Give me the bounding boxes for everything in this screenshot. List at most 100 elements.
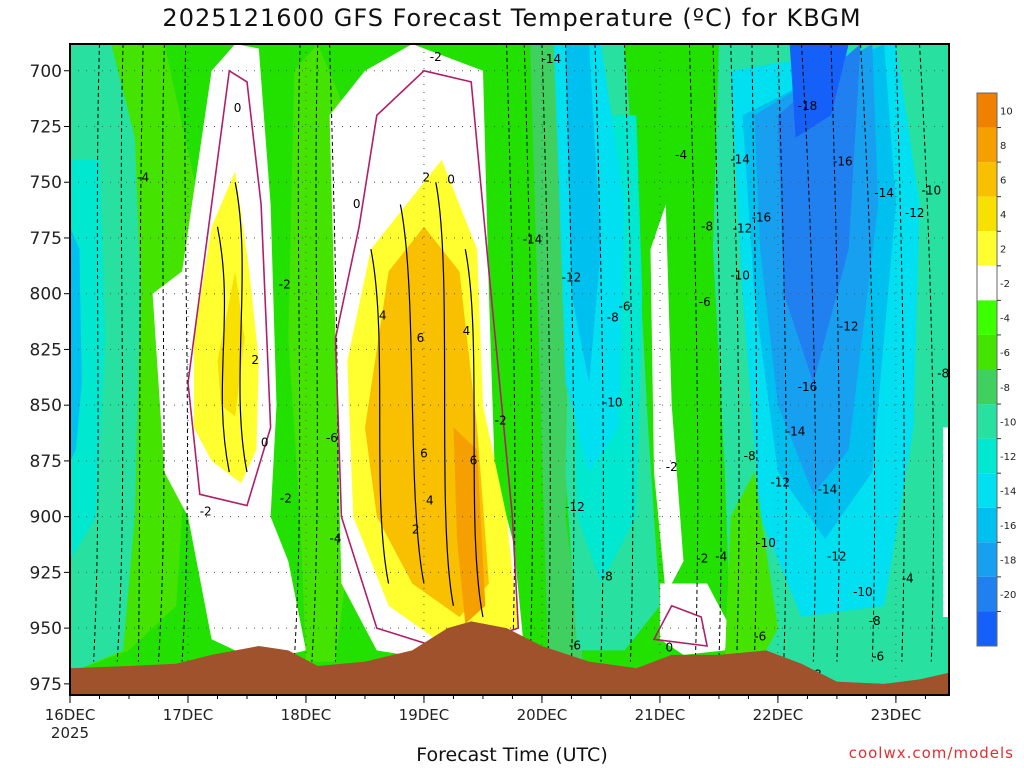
contour-line-dashed xyxy=(830,44,840,662)
contour-label: 2 xyxy=(251,353,259,367)
contour-label-text: -2 xyxy=(280,491,292,505)
contour-label: -2 xyxy=(696,552,708,566)
x-tick-label: 16DEC xyxy=(45,706,96,724)
colorbar-swatch xyxy=(977,438,997,474)
colorbar-label: -12 xyxy=(1000,452,1016,463)
contour-label: -12 xyxy=(733,222,753,236)
x-tick-label: 2025 xyxy=(51,724,89,742)
contour-label: -2 xyxy=(495,413,507,427)
contour-label: 0 xyxy=(234,101,242,115)
contour-label: -4 xyxy=(715,549,727,563)
contour-label-text: -4 xyxy=(675,148,687,162)
contour-label: -10 xyxy=(921,184,941,198)
contour-label-text: -12 xyxy=(770,476,790,490)
contour-label-text: 0 xyxy=(261,436,269,450)
temperature-fill-regions xyxy=(70,44,949,691)
y-tick-label: 900 xyxy=(30,508,62,528)
contour-label: -18 xyxy=(798,99,818,113)
contour-label-text: 2 xyxy=(422,170,430,184)
contour-label-text: 6 xyxy=(417,331,425,345)
contour-line-dashed xyxy=(712,44,722,662)
contour-label-text: -6 xyxy=(699,295,711,309)
contour-line-dashed xyxy=(777,44,787,662)
contour-line-dashed xyxy=(594,44,604,662)
y-tick-label: 750 xyxy=(30,173,62,193)
contour-label-text: -2 xyxy=(495,413,507,427)
contour-label: 6 xyxy=(417,331,425,345)
contour-line-dashed xyxy=(688,44,699,662)
contour-line-solid xyxy=(234,182,248,473)
page-title: 2025121600 GFS Forecast Temperature (ºC)… xyxy=(162,4,862,32)
y-tick-label: 825 xyxy=(30,340,62,360)
colorbar-swatch xyxy=(977,196,997,232)
contour-label: -10 xyxy=(756,536,776,550)
contour-label-text: -4 xyxy=(137,170,149,184)
contour-label: -12 xyxy=(827,549,847,563)
y-tick-label: 950 xyxy=(30,619,62,639)
contour-label-text: -4 xyxy=(902,572,914,586)
contour-label: -2 xyxy=(430,50,442,64)
contour-label: -10 xyxy=(730,268,750,282)
contour-label: 2 xyxy=(412,523,420,537)
contour-label-text: 6 xyxy=(420,447,428,461)
contour-line-dashed xyxy=(541,44,551,662)
contour-label: -8 xyxy=(607,311,619,325)
contour-line-dashed xyxy=(181,44,188,662)
colorbar-label: 6 xyxy=(1000,175,1006,186)
cold-core-left xyxy=(70,226,82,461)
credit-link[interactable]: coolwx.com/models xyxy=(848,744,1014,762)
contour-label-text: -6 xyxy=(619,300,631,314)
contour-label-text: -18 xyxy=(798,99,818,113)
colorbar-label: 10 xyxy=(1000,106,1013,117)
near-freezing-low xyxy=(659,583,731,655)
contour-label-text: 2 xyxy=(251,353,259,367)
y-tick-label: 875 xyxy=(30,452,62,472)
colorbar-label: -18 xyxy=(1000,556,1016,567)
contour-label-text: -2 xyxy=(200,505,212,519)
contour-line-solid xyxy=(370,248,390,584)
contour-line-dashed xyxy=(565,44,575,662)
colorbar-swatch xyxy=(977,334,997,370)
contour-label: -10 xyxy=(603,395,623,409)
contour-label: -14 xyxy=(818,482,838,496)
contour-label: -14 xyxy=(786,424,806,438)
contour-label-text: -12 xyxy=(562,271,582,285)
contour-label: 0 xyxy=(666,641,674,655)
contour-line-dashed xyxy=(116,44,124,662)
contour-label-text: -14 xyxy=(542,52,562,66)
colorbar-label: -6 xyxy=(1000,348,1010,359)
contour-line-dashed xyxy=(895,44,905,662)
contour-label-text: -8 xyxy=(701,219,713,233)
contour-line-dashed xyxy=(801,44,817,662)
contour-label-text: -6 xyxy=(326,431,338,445)
colorbar-swatch xyxy=(977,611,997,646)
contour-label: -8 xyxy=(869,614,881,628)
near-freezing-right xyxy=(650,204,684,595)
contour-line-solid xyxy=(435,182,455,606)
contour-label-text: 0 xyxy=(234,101,242,115)
contour-line-dashed xyxy=(860,44,876,662)
coldest-core xyxy=(789,44,849,138)
contour-label: -16 xyxy=(752,210,772,224)
colorbar: 10 8 6 4 2 -2 -4 -6 -8 -10 -12 -14 -16 -18 -20 xyxy=(976,92,1016,647)
colorbar-label: -4 xyxy=(1000,314,1010,325)
colorbar-label: 2 xyxy=(1000,245,1006,256)
contour-label: -2 xyxy=(200,505,212,519)
colorbar-swatch xyxy=(977,231,997,266)
contour-label-text: -16 xyxy=(833,155,853,169)
y-tick-label: 925 xyxy=(30,563,62,583)
plot-area: 0 -4 -2 2 0 -2 -2 -6 -4 4 6 4 2 0 0 6 6 4 2 -2 -2 -14 -14 -12 -8… xyxy=(70,44,949,695)
contour-label: 0 xyxy=(261,436,269,450)
colorbar-swatch xyxy=(977,507,997,543)
contour-label: -12 xyxy=(839,320,859,334)
terrain-ground xyxy=(70,621,949,695)
x-tick-label: 17DEC xyxy=(163,706,214,724)
contour-label: 6 xyxy=(470,453,478,467)
contour-label-text: 4 xyxy=(426,494,434,508)
contour-label: -4 xyxy=(329,531,341,545)
contour-label-text: -8 xyxy=(937,366,949,380)
near-freezing-edge xyxy=(943,427,949,617)
contour-label: -8 xyxy=(701,219,713,233)
contour-label: 4 xyxy=(426,494,434,508)
contour-label-text: -10 xyxy=(730,268,750,282)
